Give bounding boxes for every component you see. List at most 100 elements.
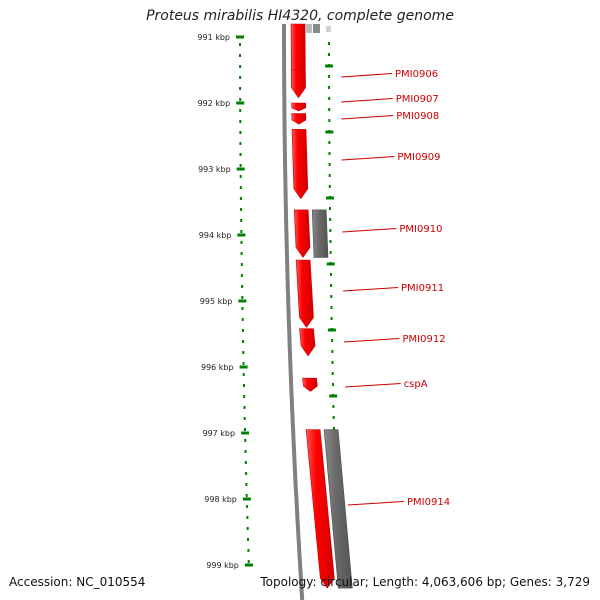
outer-minor-tick — [329, 273, 332, 276]
minor-tick — [239, 186, 242, 189]
minor-tick — [239, 164, 242, 167]
scale-tick-marks: 991 kbp 992 kbp 993 kbp 994 kbp 995 kbp 996 k… — [197, 33, 253, 570]
outer-minor-tick — [328, 86, 331, 89]
outer-minor-tick — [331, 361, 334, 364]
gene-arrow-pmi0912 — [299, 328, 316, 357]
outer-minor-tick — [328, 53, 330, 56]
reverse-feature — [323, 429, 353, 589]
minor-tick — [242, 340, 245, 343]
tick-label: 992 kbp — [198, 99, 231, 108]
outer-minor-tick — [330, 306, 333, 309]
minor-tick — [242, 351, 245, 354]
outer-minor-tick — [328, 141, 331, 144]
minor-tick — [247, 549, 250, 552]
minor-tick — [244, 461, 247, 464]
minor-tick — [239, 87, 242, 90]
major-tick — [244, 563, 253, 567]
outer-major-tick — [326, 196, 334, 200]
label-leader-line — [347, 501, 405, 506]
gene-label-pmi0909: PMI0909 — [397, 152, 440, 163]
tick-label: 998 kbp — [204, 495, 237, 504]
minor-tick — [243, 384, 245, 387]
label-leader-line — [341, 98, 393, 103]
outer-minor-tick — [328, 185, 331, 188]
outer-minor-tick — [329, 218, 332, 221]
outer-minor-tick — [332, 405, 335, 408]
gene-label-pmi0910: PMI0910 — [399, 224, 442, 235]
minor-tick — [245, 483, 248, 486]
outer-minor-tick — [332, 416, 335, 419]
minor-tick — [240, 208, 243, 211]
tick-label: 991 kbp — [197, 33, 230, 42]
outer-minor-tick — [333, 427, 335, 430]
minor-tick — [243, 417, 246, 420]
major-tick — [237, 233, 246, 237]
minor-tick — [239, 197, 242, 200]
minor-tick — [239, 65, 242, 68]
outer-minor-tick — [330, 295, 333, 298]
gene-label-pmi0911: PMI0911 — [401, 283, 444, 294]
genome-title: Proteus mirabilis HI4320, complete genom… — [146, 8, 454, 24]
minor-tick — [239, 175, 242, 178]
outer-minor-tick — [331, 350, 334, 353]
minor-tick — [240, 274, 243, 277]
label-leader-line — [342, 228, 397, 233]
gene-label-pmi0906: PMI0906 — [395, 69, 438, 80]
outer-minor-tick — [328, 163, 331, 166]
outer-major-tick — [327, 328, 336, 332]
gene-label-pmi0912: PMI0912 — [403, 334, 446, 345]
major-tick — [241, 431, 250, 435]
gene-arrow-pmi0914 — [305, 429, 335, 589]
label-leader-line — [341, 115, 394, 120]
minor-tick — [239, 142, 242, 145]
outer-minor-tick — [331, 372, 334, 375]
minor-tick — [241, 307, 244, 310]
minor-tick — [245, 494, 248, 497]
gene-label-pmi0914: PMI0914 — [407, 497, 450, 508]
minor-tick — [241, 318, 244, 321]
reverse-feature — [311, 209, 329, 258]
outer-minor-tick — [328, 152, 331, 155]
outer-minor-tick — [328, 108, 331, 111]
gene-arrow-pmi0911 — [295, 259, 314, 328]
minor-tick — [246, 505, 249, 508]
accession-text: Accession: NC_010554 — [9, 575, 146, 589]
outer-major-tick — [325, 130, 334, 134]
gene-arrow-pmi0910 — [293, 209, 311, 258]
outer-minor-tick — [332, 383, 334, 386]
minor-tick — [240, 219, 243, 222]
tick-label: 997 kbp — [202, 429, 235, 438]
minor-tick — [239, 43, 241, 46]
major-tick — [239, 365, 248, 369]
minor-tick — [246, 527, 249, 530]
major-tick — [238, 299, 247, 303]
minor-tick — [240, 241, 243, 244]
gene-arrow-pmi0909 — [291, 129, 309, 200]
minor-tick — [244, 439, 247, 442]
major-tick — [236, 101, 245, 105]
gene-arrow-cspa — [302, 377, 318, 392]
outer-minor-tick — [329, 240, 332, 243]
label-leader-line — [344, 383, 401, 388]
outer-minor-tick — [331, 339, 334, 342]
outer-minor-tick — [329, 229, 332, 232]
gene-label-cspa: cspA — [404, 379, 428, 390]
gene-label-pmi0908: PMI0908 — [396, 111, 439, 122]
genome-summary-text: Topology: circular; Length: 4,063,606 bp… — [260, 575, 590, 589]
genome-backbone — [282, 24, 320, 600]
tick-label: 993 kbp — [198, 165, 231, 174]
outer-minor-tick — [330, 284, 333, 287]
minor-tick — [242, 362, 245, 365]
backbone-cap — [313, 24, 320, 33]
outer-ring-cap — [326, 26, 331, 32]
label-leader-line — [341, 156, 395, 161]
major-tick — [236, 167, 245, 171]
minor-tick — [241, 329, 244, 332]
gene-features — [290, 23, 353, 589]
label-leader-line — [341, 73, 393, 78]
major-tick — [242, 497, 251, 501]
label-leader-line — [343, 287, 399, 292]
tick-label: 994 kbp — [199, 231, 232, 240]
minor-tick — [239, 76, 242, 79]
